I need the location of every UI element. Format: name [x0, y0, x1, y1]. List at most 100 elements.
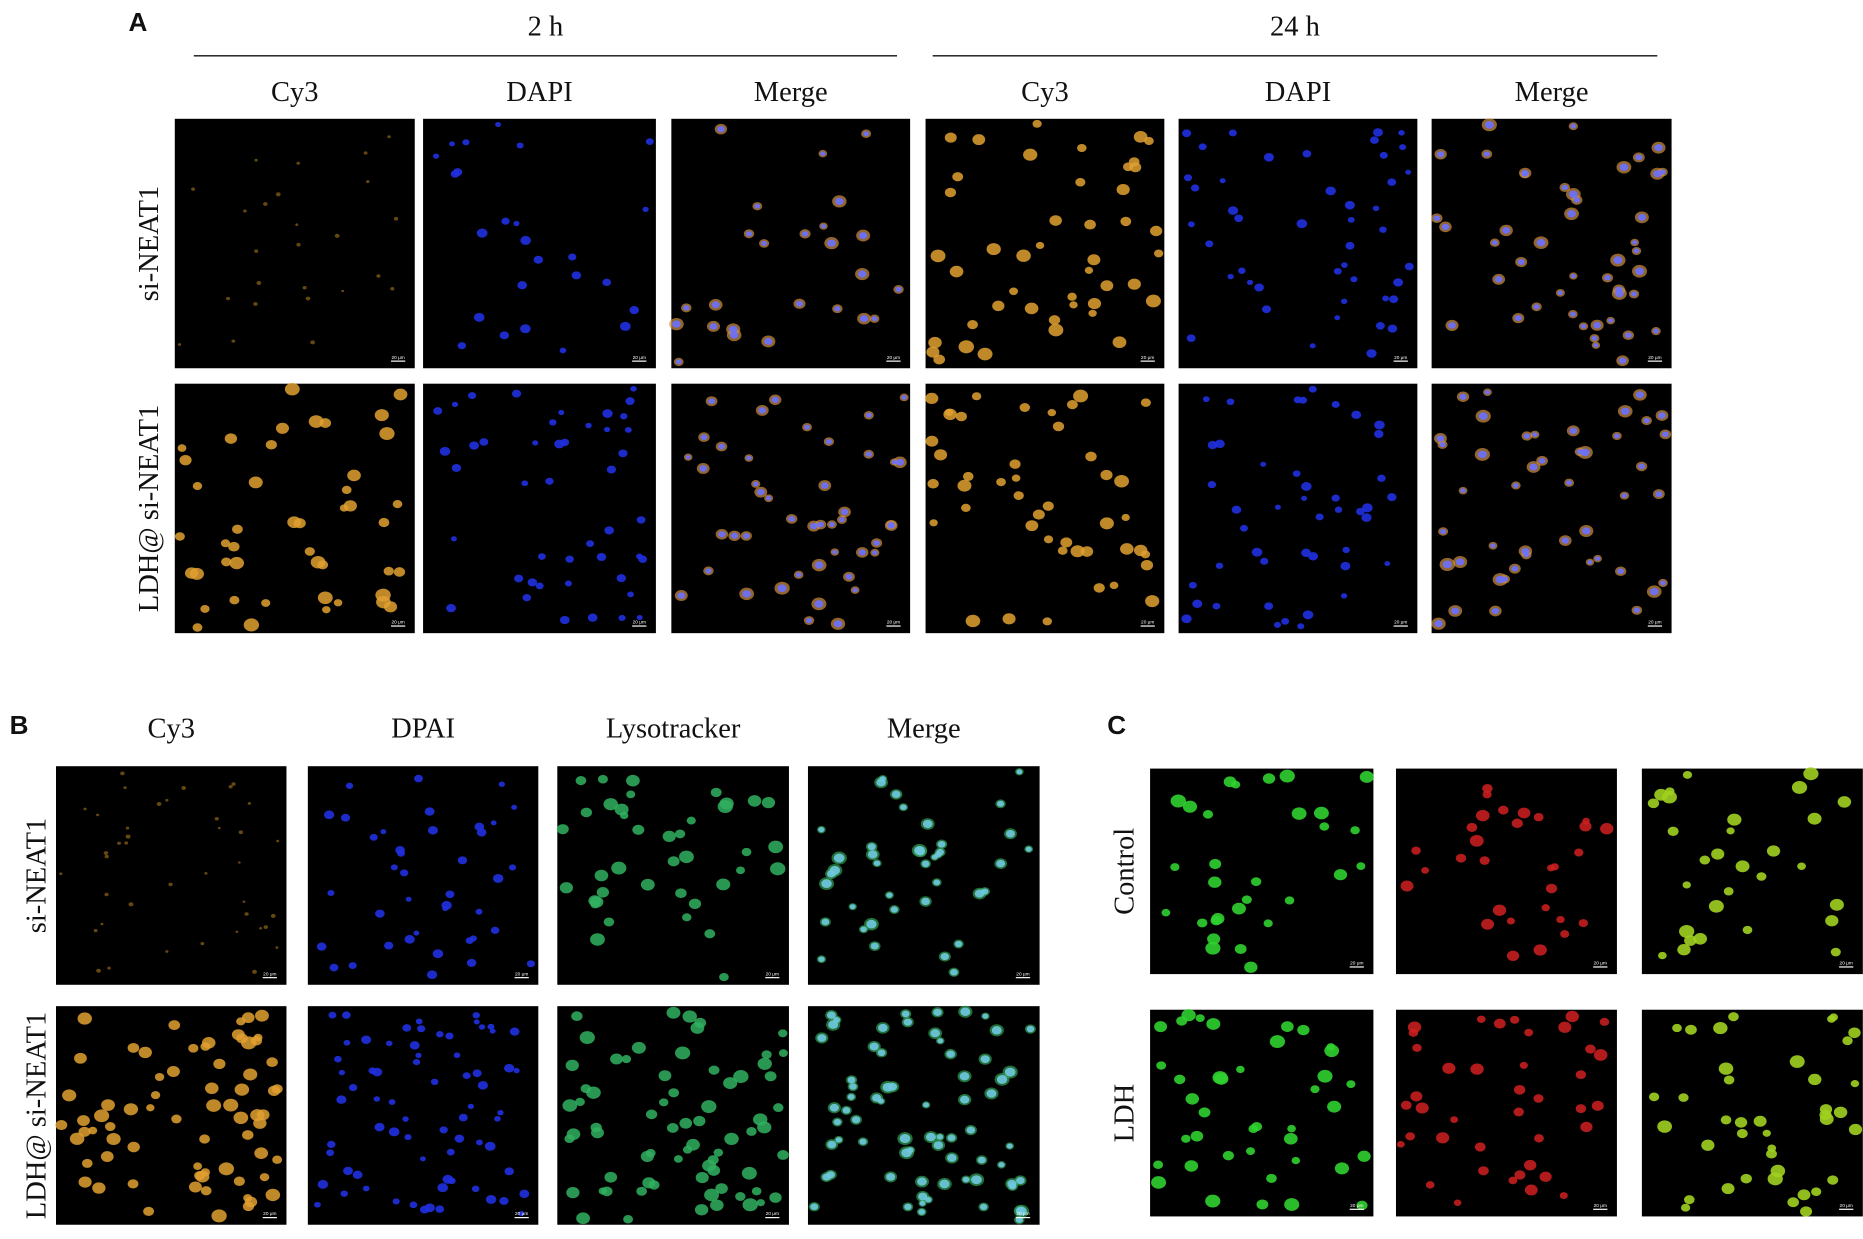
- cell: [1310, 1085, 1320, 1094]
- cell: [918, 1192, 928, 1201]
- cell: [809, 522, 818, 530]
- cell: [479, 438, 489, 446]
- cell: [1545, 883, 1558, 894]
- cell: [127, 1179, 139, 1189]
- cell: [705, 568, 712, 574]
- cell: [1701, 1139, 1715, 1151]
- cell: [566, 1186, 580, 1199]
- cell: [865, 451, 872, 457]
- cell: [847, 1076, 856, 1084]
- cell: [833, 853, 845, 863]
- cell: [559, 615, 570, 625]
- cell: [348, 1084, 358, 1092]
- cell: [1415, 1102, 1429, 1114]
- cell: [373, 1096, 381, 1102]
- cell: [414, 774, 423, 783]
- cell: [1174, 1074, 1186, 1085]
- cell: [405, 896, 412, 902]
- micrograph: 20 μm: [1641, 767, 1863, 975]
- cell: [454, 1134, 465, 1143]
- cell: [620, 413, 628, 420]
- cell: [1085, 451, 1097, 462]
- image-frame: [423, 383, 656, 634]
- cell: [710, 787, 722, 798]
- cell: [1372, 205, 1380, 212]
- cell: [717, 800, 733, 813]
- cell: [1212, 602, 1221, 610]
- cell: [1591, 335, 1598, 341]
- cell: [1228, 129, 1237, 137]
- cell: [1797, 862, 1806, 870]
- cell: [213, 1058, 226, 1070]
- cell: [1735, 860, 1750, 873]
- cell: [220, 539, 231, 548]
- cell: [229, 595, 240, 605]
- cell: [962, 1176, 970, 1183]
- cell: [1291, 1156, 1301, 1165]
- cell: [688, 898, 702, 909]
- cell: [1350, 276, 1358, 283]
- cell: [1470, 1063, 1484, 1075]
- cell: [174, 532, 185, 541]
- cell: [966, 1126, 976, 1134]
- cell: [751, 1187, 762, 1196]
- cell: [376, 274, 381, 278]
- cell: [236, 1017, 246, 1026]
- cell: [708, 1065, 720, 1075]
- cell: [1658, 951, 1667, 960]
- cell: [243, 209, 247, 213]
- cell: [1766, 1149, 1777, 1159]
- scale-bar-label: 20 μm: [515, 1211, 528, 1217]
- cell: [967, 320, 978, 330]
- cell: [565, 1059, 579, 1071]
- cell: [104, 854, 109, 859]
- cell: [1482, 783, 1493, 793]
- micrograph: 20 μm: [423, 383, 656, 634]
- image-frame: [423, 118, 656, 369]
- cell: [1361, 513, 1372, 522]
- micrograph: 20 μm: [671, 383, 911, 634]
- cell: [933, 1141, 944, 1150]
- cell: [817, 1034, 827, 1042]
- cell: [1803, 767, 1819, 781]
- cell: [450, 170, 460, 178]
- cell: [1296, 219, 1308, 229]
- cell: [310, 340, 315, 345]
- row-label: Control: [1109, 828, 1140, 915]
- cell: [559, 882, 573, 894]
- cell: [409, 1041, 420, 1050]
- cell: [741, 1166, 757, 1180]
- cell: [143, 1206, 155, 1217]
- cell: [925, 392, 939, 405]
- image-frame: [671, 383, 911, 634]
- cell: [1070, 545, 1085, 558]
- cell: [918, 1208, 926, 1215]
- cell: [1190, 1130, 1204, 1142]
- image-frame: [557, 1006, 789, 1225]
- cell: [328, 1011, 337, 1019]
- cell: [1309, 343, 1316, 349]
- cell: [497, 1109, 504, 1116]
- cell: [305, 296, 311, 301]
- cell: [1718, 1062, 1734, 1075]
- row-label: si-NEAT1: [21, 818, 52, 934]
- cell: [1827, 1015, 1836, 1023]
- cell: [419, 1205, 430, 1214]
- cell: [265, 440, 277, 450]
- cell: [1238, 267, 1246, 274]
- scale-bar-label: 20 μm: [1394, 355, 1407, 361]
- cell: [899, 1134, 911, 1144]
- cell: [1593, 321, 1602, 329]
- cell: [457, 856, 468, 865]
- cell: [645, 138, 654, 145]
- cell: [1120, 543, 1134, 555]
- cell: [718, 531, 726, 538]
- cell: [1356, 1200, 1368, 1211]
- cell: [1002, 613, 1016, 625]
- cell: [1575, 1104, 1587, 1114]
- cell: [621, 1055, 632, 1064]
- cell: [1532, 432, 1538, 437]
- cell: [1140, 550, 1151, 559]
- cell: [469, 441, 479, 450]
